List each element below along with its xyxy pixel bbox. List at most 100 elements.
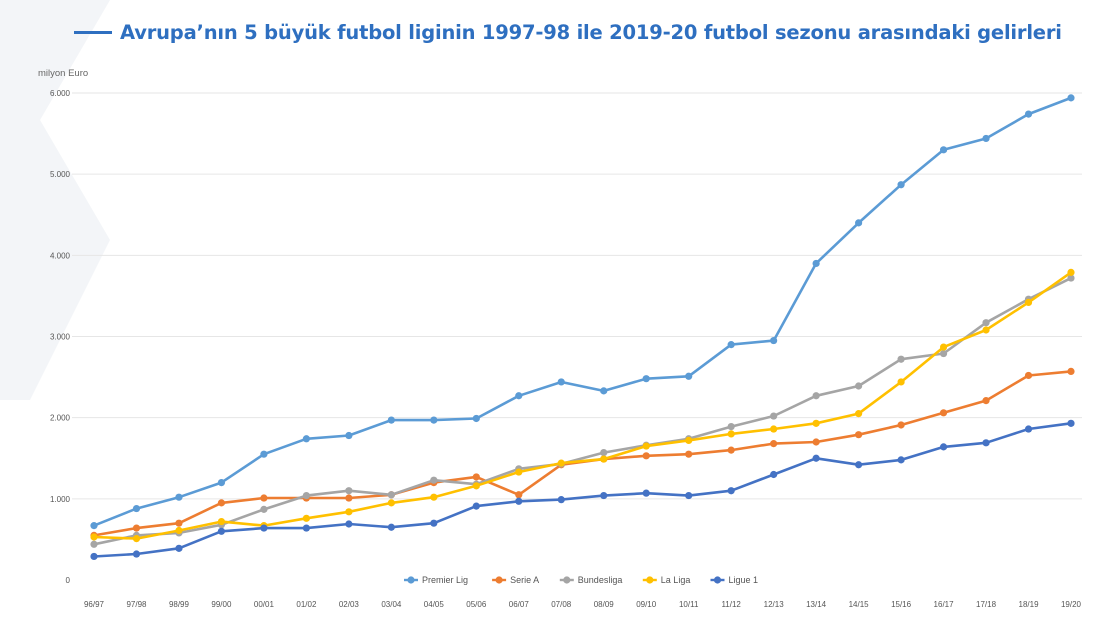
data-point xyxy=(217,527,226,535)
legend-label: Bundesliga xyxy=(578,575,623,585)
legend-swatch-marker xyxy=(563,576,571,584)
data-point xyxy=(600,448,608,457)
data-point xyxy=(939,349,948,358)
data-point xyxy=(260,505,268,513)
data-point xyxy=(770,412,778,420)
data-point xyxy=(345,431,353,440)
data-point xyxy=(132,504,141,513)
data-point xyxy=(90,540,98,548)
data-point xyxy=(260,524,268,532)
data-point xyxy=(515,392,523,400)
y-tick-label: 5.000 xyxy=(50,170,71,179)
x-tick-label: 17/18 xyxy=(976,600,997,609)
x-tick-label: 98/99 xyxy=(169,600,190,609)
data-point xyxy=(939,443,948,451)
series-premier-lig xyxy=(90,94,1075,530)
data-point xyxy=(1067,274,1075,282)
x-tick-label: 19/20 xyxy=(1061,600,1082,609)
x-tick-label: 12/13 xyxy=(764,600,785,609)
x-tick-label: 08/09 xyxy=(594,600,615,609)
data-point xyxy=(345,520,353,528)
x-tick-label: 10/11 xyxy=(679,600,699,609)
data-point xyxy=(982,439,990,447)
data-point xyxy=(472,414,480,423)
data-point xyxy=(557,378,565,386)
data-point xyxy=(727,446,735,454)
data-point xyxy=(642,489,650,497)
legend-item: Serie A xyxy=(492,575,539,585)
data-point xyxy=(387,491,395,499)
data-point xyxy=(1024,425,1033,433)
data-point xyxy=(302,491,310,500)
y-axis-ticks: 0 1.000 2.000 3.000 4.000 5.000 6.000 xyxy=(50,89,71,585)
data-point xyxy=(557,459,565,467)
legend-item: Bundesliga xyxy=(559,575,623,585)
y-tick-label: 4.000 xyxy=(50,251,71,260)
chart-title: Avrupa’nın 5 büyük futbol liginin 1997-9… xyxy=(120,20,1062,44)
data-point xyxy=(982,319,990,327)
data-point xyxy=(515,497,523,505)
legend-swatch-marker xyxy=(407,576,415,584)
data-point xyxy=(770,336,778,345)
data-point xyxy=(217,499,226,507)
title-accent-line xyxy=(74,30,112,34)
series-line xyxy=(93,422,1072,558)
x-tick-label: 03/04 xyxy=(381,600,402,609)
x-tick-label: 11/12 xyxy=(721,600,741,609)
y-tick-label: 3.000 xyxy=(50,333,71,342)
data-point xyxy=(812,392,820,400)
data-point xyxy=(90,522,98,530)
data-point xyxy=(642,452,650,460)
data-point xyxy=(430,476,438,484)
x-tick-label: 02/03 xyxy=(339,600,360,609)
data-point xyxy=(132,550,141,558)
data-point xyxy=(387,499,395,507)
data-point xyxy=(855,431,863,439)
legend-item: Premier Lig xyxy=(404,575,468,585)
data-point xyxy=(175,519,183,527)
y-tick-label: 0 xyxy=(66,576,71,585)
data-point xyxy=(897,421,905,429)
legend-label: Premier Lig xyxy=(422,575,468,585)
data-point xyxy=(1024,298,1033,307)
data-point xyxy=(345,487,353,495)
data-point xyxy=(855,410,863,418)
data-point xyxy=(472,502,480,510)
legend-swatch-marker xyxy=(646,576,654,584)
data-point xyxy=(982,134,990,143)
data-point xyxy=(302,514,310,522)
series-bundesliga xyxy=(90,274,1075,548)
x-tick-label: 15/16 xyxy=(891,600,912,609)
data-point xyxy=(685,436,693,444)
data-point xyxy=(897,355,905,363)
x-tick-label: 05/06 xyxy=(466,600,487,609)
data-point xyxy=(685,491,693,500)
x-tick-label: 00/01 xyxy=(254,600,275,609)
background-decoration xyxy=(0,0,110,400)
data-point xyxy=(175,544,183,552)
data-point xyxy=(897,378,905,386)
legend-item: Ligue 1 xyxy=(710,575,758,585)
gridlines xyxy=(72,92,1082,500)
x-tick-label: 07/08 xyxy=(551,600,572,609)
series-serie-a xyxy=(90,367,1075,539)
y-tick-label: 6.000 xyxy=(50,89,71,98)
data-point xyxy=(302,524,310,532)
data-point xyxy=(770,440,778,448)
data-point xyxy=(217,517,226,526)
data-point xyxy=(939,146,948,154)
x-tick-label: 09/10 xyxy=(636,600,657,609)
data-point xyxy=(727,341,735,349)
data-point xyxy=(642,375,650,383)
x-tick-label: 96/97 xyxy=(84,600,105,609)
legend-item: La Liga xyxy=(642,575,690,585)
title-bar: Avrupa’nın 5 büyük futbol liginin 1997-9… xyxy=(74,14,1062,50)
series-line xyxy=(93,271,1072,540)
y-axis-unit-label: milyon Euro xyxy=(38,68,88,79)
legend-label: Serie A xyxy=(510,575,539,585)
data-point xyxy=(472,482,480,490)
data-point xyxy=(302,435,310,443)
data-point xyxy=(90,533,98,541)
data-point xyxy=(387,523,395,531)
